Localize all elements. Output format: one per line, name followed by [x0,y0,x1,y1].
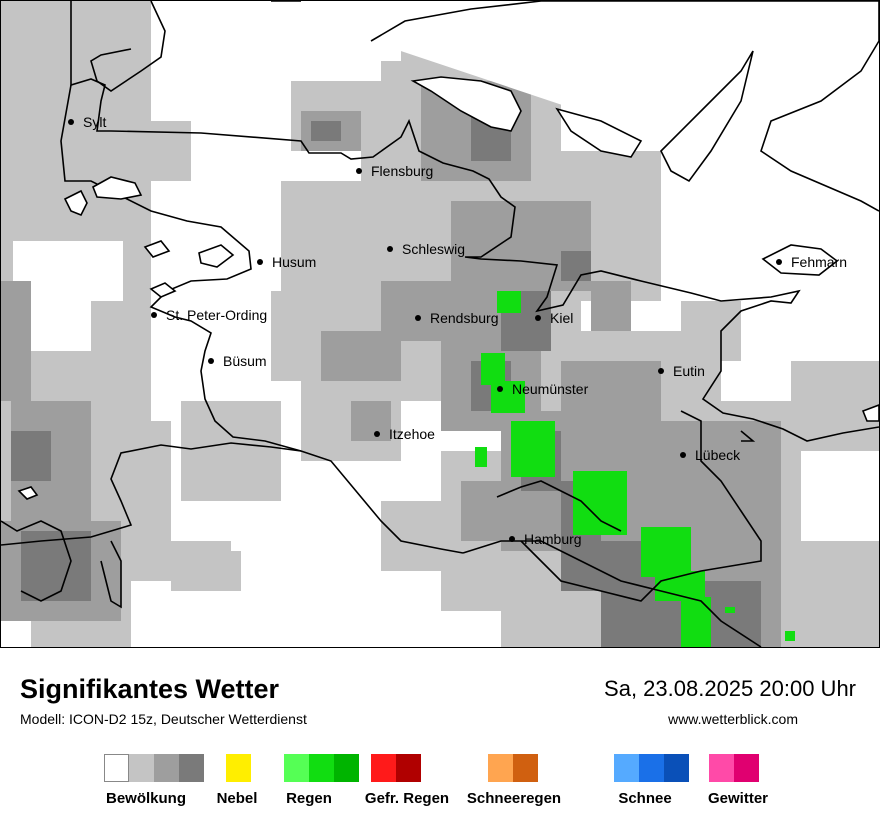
legend-swatch [284,754,309,782]
city-marker-itzehoe: Itzehoe [374,426,435,442]
city-dot [374,431,380,437]
legend-label: Regen [286,790,332,807]
city-label: Rendsburg [430,310,499,326]
legend-swatch [226,754,251,782]
coastlines-borders [1,1,879,647]
website-link[interactable]: www.wetterblick.com [668,711,798,727]
legend-swatch [513,754,538,782]
city-marker-hamburg: Hamburg [509,531,582,547]
city-label: Eutin [673,363,705,379]
city-dot [509,536,515,542]
legend-swatch [734,754,759,782]
city-dot [415,315,421,321]
city-marker-eutin: Eutin [658,363,705,379]
legend-label: Nebel [216,790,258,807]
legend-swatch [488,754,513,782]
city-label: Fehmarn [791,254,847,270]
legend-swatch [129,754,154,782]
legend-group-nebel [226,754,251,782]
legend-group-gefr-regen [371,754,421,782]
legend-swatch [104,754,129,782]
legend-group-schnee [614,754,689,782]
legend-swatch [664,754,689,782]
city-label: Sylt [83,114,106,130]
legend-label: Schnee [618,790,672,807]
legend-group-schneeregen [488,754,538,782]
legend-label: Bewölkung [105,790,187,807]
city-dot [658,368,664,374]
city-dot [356,168,362,174]
legend-swatches [614,754,689,782]
legend-group-gewitter [709,754,759,782]
legend-swatch [179,754,204,782]
page-title: Signifikantes Wetter [20,674,280,704]
legend-swatches [371,754,421,782]
city-dot [151,312,157,318]
legend-swatch [396,754,421,782]
city-label: Husum [272,254,316,270]
legend-swatch [371,754,396,782]
city-marker-neumünster: Neumünster [497,381,589,397]
forecast-datetime: Sa, 23.08.2025 20:00 Uhr [604,676,856,701]
legend-swatches [709,754,759,782]
city-marker-flensburg: Flensburg [356,163,433,179]
legend-swatch [614,754,639,782]
city-dot [68,119,74,125]
city-label: St. Peter-Ording [166,307,267,323]
city-dot [208,358,214,364]
weather-map: Sylt Flensburg Schleswig Husum Fehmarn St. Pe… [0,0,880,648]
legend-swatch [709,754,734,782]
city-marker-schleswig: Schleswig [387,241,465,257]
legend: Bewölkung Nebel Regen Gefr. Regen Schneerege… [0,754,880,824]
legend-swatch [334,754,359,782]
city-marker-fehmarn: Fehmarn [776,254,847,270]
city-marker-kiel: Kiel [535,310,573,326]
city-label: Schleswig [402,241,465,257]
city-dot [535,315,541,321]
legend-label: Gefr. Regen [364,790,450,807]
legend-swatches [104,754,204,782]
city-label: Neumünster [512,381,589,397]
city-label: Hamburg [524,531,582,547]
legend-group-bewölkung [104,754,204,782]
city-dot [257,259,263,265]
legend-swatches [226,754,251,782]
city-dot [680,452,686,458]
legend-group-regen [284,754,359,782]
city-dot [776,259,782,265]
legend-swatch [154,754,179,782]
legend-swatch [309,754,334,782]
legend-label: Schneeregen [466,790,562,807]
city-label: Itzehoe [389,426,435,442]
model-info: Modell: ICON-D2 15z, Deutscher Wetterdie… [20,711,307,727]
legend-swatches [488,754,538,782]
legend-label: Gewitter [707,790,769,807]
islands [17,1,879,500]
map-footer: Signifikantes Wetter Modell: ICON-D2 15z… [0,648,880,830]
city-markers: Sylt Flensburg Schleswig Husum Fehmarn St. Pe… [68,114,847,547]
city-marker-lübeck: Lübeck [680,447,741,463]
city-dot [387,246,393,252]
city-marker-st-peter-ording: St. Peter-Ording [151,307,267,323]
legend-swatch [639,754,664,782]
city-marker-husum: Husum [257,254,316,270]
legend-swatches [284,754,359,782]
city-label: Kiel [550,310,573,326]
city-marker-rendsburg: Rendsburg [415,310,499,326]
city-label: Flensburg [371,163,433,179]
city-dot [497,386,503,392]
map-canvas: Sylt Flensburg Schleswig Husum Fehmarn St. Pe… [1,1,879,647]
city-marker-sylt: Sylt [68,114,106,130]
city-label: Lübeck [695,447,741,463]
city-label: Büsum [223,353,267,369]
city-marker-büsum: Büsum [208,353,267,369]
